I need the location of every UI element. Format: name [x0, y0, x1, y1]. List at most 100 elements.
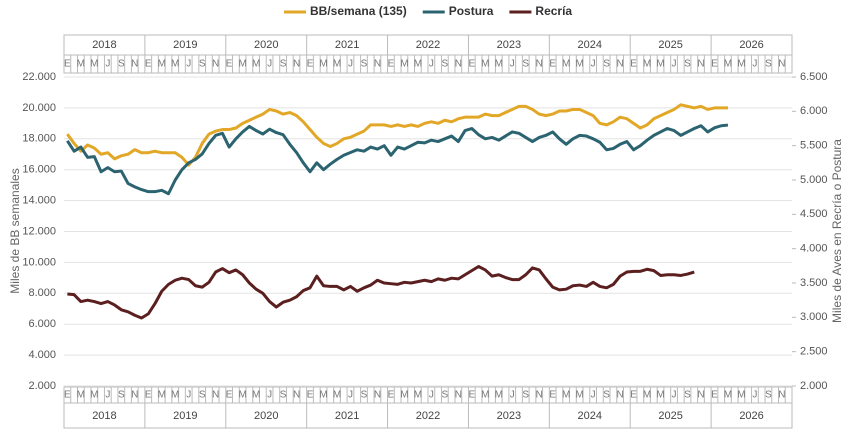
- year-label: 2018: [92, 410, 116, 422]
- year-label: 2021: [335, 410, 359, 422]
- x-tick-label: M: [575, 390, 583, 401]
- x-tick-label: N: [697, 59, 704, 70]
- x-tick-label: N: [778, 390, 785, 401]
- x-tick-label: N: [455, 390, 462, 401]
- year-label: 2024: [578, 39, 602, 51]
- x-tick-label: N: [455, 59, 462, 70]
- x-tick-label: J: [752, 390, 757, 401]
- y-tick-label: 16.000: [22, 164, 56, 176]
- year-label: 2023: [497, 410, 521, 422]
- x-tick-label: M: [562, 390, 570, 401]
- x-tick-label: N: [616, 390, 623, 401]
- x-tick-label: E: [64, 390, 71, 401]
- x-tick-label: S: [280, 59, 287, 70]
- x-tick-label: E: [549, 59, 556, 70]
- x-tick-label: M: [333, 59, 341, 70]
- x-tick-label: M: [171, 59, 179, 70]
- x-tick-label: N: [616, 59, 623, 70]
- x-tick-label: N: [293, 390, 300, 401]
- x-tick-label: J: [672, 59, 677, 70]
- x-tick-label: M: [171, 390, 179, 401]
- x-tick-label: J: [429, 390, 434, 401]
- year-label: 2022: [416, 410, 440, 422]
- x-tick-label: M: [77, 390, 85, 401]
- x-tick-label: E: [64, 59, 71, 70]
- x-tick-label: S: [603, 59, 610, 70]
- x-tick-label: J: [591, 390, 596, 401]
- x-tick-label: M: [495, 59, 503, 70]
- y-tick-label: 14.000: [22, 195, 56, 207]
- legend-label: BB/semana (135): [310, 4, 407, 18]
- x-tick-label: E: [711, 59, 718, 70]
- x-tick-label: M: [656, 59, 664, 70]
- x-tick-label: E: [307, 59, 314, 70]
- x-tick-label: J: [105, 59, 110, 70]
- x-tick-label: S: [361, 390, 368, 401]
- x-tick-label: N: [536, 390, 543, 401]
- x-tick-label: N: [778, 59, 785, 70]
- x-tick-label: N: [374, 390, 381, 401]
- x-tick-label: M: [414, 390, 422, 401]
- x-tick-label: E: [549, 390, 556, 401]
- year-label: 2019: [173, 410, 197, 422]
- x-tick-label: M: [656, 390, 664, 401]
- x-tick-label: S: [765, 390, 772, 401]
- x-tick-label: S: [684, 59, 691, 70]
- x-tick-label: J: [510, 390, 515, 401]
- legend-label: Recría: [535, 4, 572, 18]
- year-label: 2018: [92, 39, 116, 51]
- x-tick-label: M: [737, 59, 745, 70]
- x-tick-label: M: [643, 59, 651, 70]
- x-tick-label: M: [319, 390, 327, 401]
- y-tick-label: 2.000: [28, 380, 56, 392]
- x-tick-label: S: [361, 59, 368, 70]
- x-tick-label: E: [226, 390, 233, 401]
- x-tick-label: S: [522, 390, 529, 401]
- y-tick-label: 18.000: [22, 133, 56, 145]
- x-tick-label: S: [603, 390, 610, 401]
- x-tick-label: J: [348, 390, 353, 401]
- x-tick-label: N: [212, 59, 219, 70]
- y-tick-label: 8.000: [28, 287, 56, 299]
- x-tick-label: N: [697, 390, 704, 401]
- x-tick-label: J: [267, 390, 272, 401]
- y2-tick-label: 3.500: [800, 277, 828, 289]
- x-tick-label: M: [481, 390, 489, 401]
- x-tick-label: E: [468, 59, 475, 70]
- y-tick-label: 6.000: [28, 318, 56, 330]
- x-tick-label: M: [158, 59, 166, 70]
- x-tick-label: M: [238, 390, 246, 401]
- x-tick-label: E: [711, 390, 718, 401]
- x-tick-label: M: [724, 59, 732, 70]
- y2-tick-label: 6.000: [800, 105, 828, 117]
- x-tick-label: S: [442, 59, 449, 70]
- x-tick-label: S: [280, 390, 287, 401]
- year-label: 2021: [335, 39, 359, 51]
- x-tick-label: M: [333, 390, 341, 401]
- y2-tick-label: 5.000: [800, 174, 828, 186]
- year-label: 2019: [173, 39, 197, 51]
- x-tick-label: M: [319, 59, 327, 70]
- x-tick-label: E: [145, 59, 152, 70]
- x-tick-label: J: [752, 59, 757, 70]
- x-tick-label: J: [186, 59, 191, 70]
- year-label: 2026: [739, 39, 763, 51]
- year-label: 2025: [658, 39, 682, 51]
- x-tick-label: J: [510, 59, 515, 70]
- y2-tick-label: 2.000: [800, 380, 828, 392]
- x-tick-label: M: [77, 59, 85, 70]
- year-label: 2025: [658, 410, 682, 422]
- x-tick-label: S: [442, 390, 449, 401]
- year-label: 2022: [416, 39, 440, 51]
- y2-tick-label: 4.000: [800, 243, 828, 255]
- x-tick-label: S: [522, 59, 529, 70]
- x-tick-label: S: [684, 390, 691, 401]
- y2-tick-label: 2.500: [800, 346, 828, 358]
- x-tick-label: M: [252, 390, 260, 401]
- y2-tick-label: 4.500: [800, 208, 828, 220]
- x-tick-label: J: [186, 390, 191, 401]
- x-tick-label: S: [118, 390, 125, 401]
- series-line: [66, 123, 729, 196]
- x-tick-label: N: [131, 390, 138, 401]
